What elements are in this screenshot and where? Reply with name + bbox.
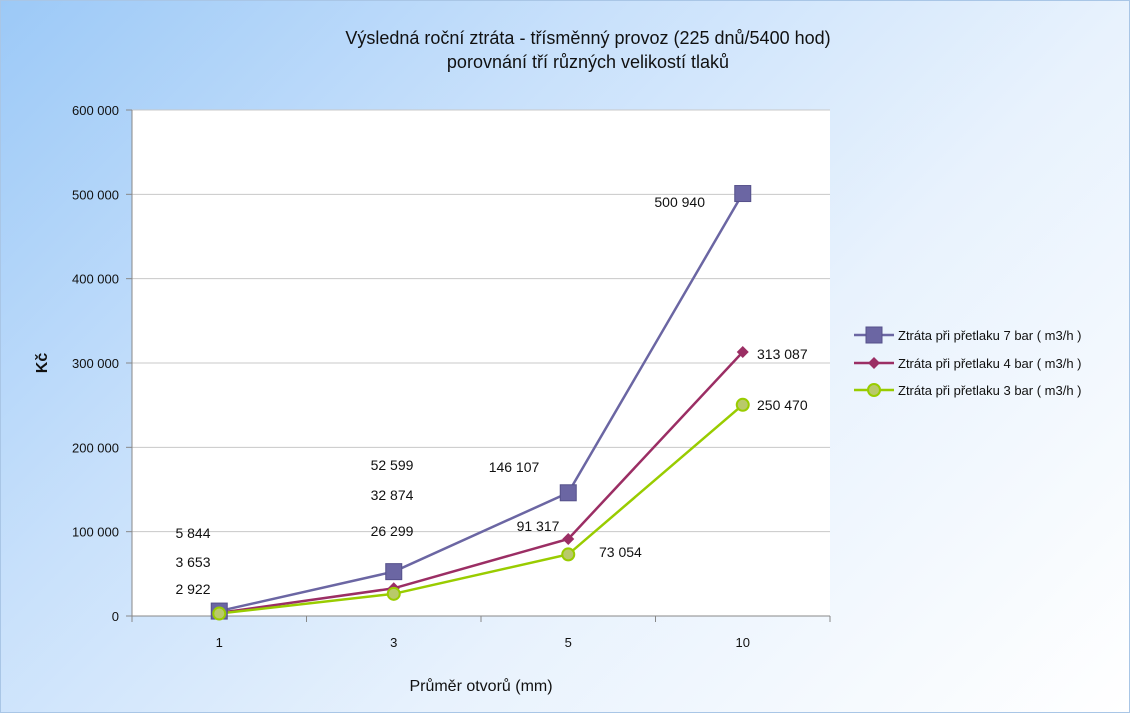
data-label: 73 054 — [599, 544, 642, 560]
data-label: 26 299 — [371, 523, 414, 539]
series-point — [868, 357, 880, 369]
y-tick-label: 100 000 — [72, 525, 119, 540]
series-point — [559, 484, 577, 502]
y-tick-label: 300 000 — [72, 356, 119, 371]
series-point — [735, 397, 750, 412]
series-line — [219, 351, 744, 615]
data-label: 250 470 — [757, 397, 808, 413]
series-line — [219, 403, 744, 615]
series-line — [218, 192, 744, 613]
y-axis-title: Kč — [34, 353, 51, 374]
data-label: 146 107 — [489, 459, 540, 475]
series-point — [212, 606, 227, 621]
legend-label: Ztráta při přetlaku 3 bar ( m3/h ) — [898, 383, 1082, 398]
legend-label: Ztráta při přetlaku 4 bar ( m3/h ) — [898, 356, 1082, 371]
data-label: 52 599 — [371, 457, 414, 473]
y-tick-label: 600 000 — [72, 103, 119, 118]
legend-label: Ztráta při přetlaku 7 bar ( m3/h ) — [898, 328, 1082, 343]
data-label: 2 922 — [175, 581, 210, 597]
y-tick-label: 500 000 — [72, 187, 119, 202]
y-tick-label: 400 000 — [72, 272, 119, 287]
series-point — [385, 563, 403, 581]
chart-title: Výsledná roční ztráta - třísměnný provoz… — [345, 28, 830, 48]
series-point — [865, 326, 883, 344]
series-point — [561, 547, 576, 562]
series-point — [562, 532, 575, 545]
x-tick-label: 10 — [736, 635, 750, 650]
data-label: 313 087 — [757, 346, 808, 362]
x-axis-title: Průměr otvorů (mm) — [409, 677, 552, 695]
data-label: 32 874 — [371, 487, 414, 503]
data-label: 91 317 — [517, 518, 560, 534]
x-tick-label: 3 — [390, 635, 397, 650]
series-point — [386, 586, 401, 601]
data-label: 3 653 — [175, 554, 210, 570]
series-point — [734, 185, 752, 203]
series-point — [736, 345, 749, 358]
data-label: 500 940 — [654, 194, 705, 210]
data-label: 5 844 — [175, 525, 210, 541]
x-tick-label: 1 — [216, 635, 223, 650]
chart-subtitle: porovnání tří různých velikostí tlaků — [447, 52, 729, 72]
y-tick-label: 200 000 — [72, 440, 119, 455]
series-point — [867, 383, 881, 397]
x-tick-label: 5 — [565, 635, 572, 650]
y-tick-label: 0 — [112, 609, 119, 624]
